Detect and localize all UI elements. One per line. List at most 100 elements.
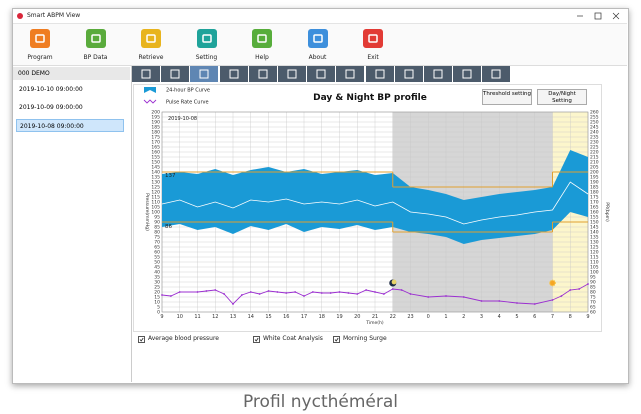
y2-tick-label: 170 [590, 200, 599, 206]
y-tick-label: 180 [151, 130, 160, 136]
y2-tick-label: 105 [590, 265, 599, 271]
toolbar-label[interactable]: Program [27, 54, 53, 61]
y-tick-label: 125 [151, 185, 160, 191]
tab[interactable] [394, 66, 423, 82]
pulse-point [223, 293, 226, 295]
legend-label: Pulse Rate Curve [166, 100, 209, 106]
y-tick-label: 25 [154, 285, 160, 291]
y-tick-label: 150 [151, 160, 160, 166]
bp-mean-line [161, 181, 589, 225]
y2-tick-label: 215 [590, 155, 599, 161]
y2-tick-label: 155 [590, 215, 599, 221]
checkbox-label[interactable]: Average blood pressure [148, 335, 219, 342]
checkbox[interactable] [253, 336, 260, 343]
date-label: 2019-10-08 [168, 116, 197, 122]
tab[interactable] [219, 66, 248, 82]
y2-tick-label: 65 [590, 305, 596, 311]
checkbox[interactable] [138, 336, 145, 343]
y2-tick-label: 240 [590, 130, 599, 136]
pulse-point [498, 300, 501, 302]
button[interactable]: Threshold setting [482, 89, 532, 105]
y-tick-label: 135 [151, 175, 160, 181]
toolbar-label[interactable]: Setting [195, 54, 218, 61]
toolbar-icon[interactable] [141, 29, 161, 48]
toolbar-icon[interactable] [85, 29, 106, 48]
x-tick-label: 21 [372, 314, 378, 320]
pulse-point [365, 289, 368, 291]
tab[interactable] [161, 66, 190, 82]
tab[interactable] [307, 66, 336, 82]
y-tick-label: 175 [151, 135, 160, 141]
tab[interactable] [190, 66, 219, 82]
y2-tick-label: 90 [590, 280, 596, 286]
tab[interactable] [453, 66, 482, 82]
toolbar-icon[interactable] [307, 29, 328, 48]
pulse-point [169, 295, 172, 297]
y2-tick-label: 180 [590, 190, 599, 196]
tab[interactable] [336, 66, 365, 82]
y2-tick-label: 200 [590, 170, 599, 176]
sidebar-item[interactable]: 2019-10-10 09:00:00 [19, 86, 83, 93]
y-tick-label: 120 [151, 190, 160, 196]
toolbar-label[interactable]: Exit [367, 54, 379, 61]
toolbar-label[interactable]: About [308, 54, 327, 61]
y2-tick-label: 205 [590, 165, 599, 171]
tab[interactable] [132, 66, 160, 82]
toolbar-icon[interactable] [252, 29, 272, 48]
toolbar-label[interactable]: Retrieve [138, 54, 164, 61]
pulse-point [356, 293, 359, 295]
y-tick-label: 110 [151, 200, 160, 206]
pulse-point [551, 299, 554, 301]
x-tick-label: 15 [265, 314, 271, 320]
x-tick-label: 16 [283, 314, 289, 320]
x-tick-label: 2 [462, 314, 465, 320]
sidebar-item[interactable]: 2019-10-08 09:00:00 [16, 119, 124, 132]
x-tick-label: 23 [407, 314, 413, 320]
y-tick-label: 115 [151, 195, 160, 201]
tab[interactable] [365, 66, 394, 82]
y2-tick-label: 230 [590, 140, 599, 146]
y-tick-label: 195 [151, 115, 160, 121]
y-tick-label: 15 [154, 295, 160, 301]
window-buttons[interactable] [575, 11, 625, 21]
x-tick-label: 18 [319, 314, 325, 320]
pulse-point [161, 294, 163, 296]
pulse-point [480, 300, 483, 302]
toolbar-icon[interactable] [30, 29, 50, 48]
y-tick-label: 30 [154, 280, 160, 286]
y2-tick-label: 75 [590, 295, 596, 301]
pulse-point [285, 292, 288, 294]
tab[interactable] [278, 66, 306, 82]
x-tick-label: 10 [177, 314, 183, 320]
checkbox-label[interactable]: White Coat Analysis [263, 335, 323, 342]
pulse-point [560, 295, 563, 297]
x-tick-label: 3 [480, 314, 483, 320]
y-tick-label: 35 [154, 275, 160, 281]
tab[interactable] [482, 66, 511, 82]
moon-cut [391, 279, 397, 285]
y2-tick-label: 160 [590, 210, 599, 216]
toolbar-icon[interactable] [363, 29, 383, 48]
checkbox-label[interactable]: Morning Surge [343, 335, 387, 342]
pulse-point [347, 292, 350, 294]
toolbar-icon[interactable] [196, 29, 217, 48]
y-tick-label: 170 [151, 140, 160, 146]
y-tick-label: 60 [154, 250, 160, 256]
bp-band [162, 150, 588, 244]
button[interactable]: Day/Night Setting [537, 89, 587, 105]
caption: Profil nycthéméral [242, 392, 399, 412]
pulse-point [427, 296, 430, 298]
toolbar-label[interactable]: BP Data [83, 54, 108, 61]
y-tick-label: 65 [154, 245, 160, 251]
sidebar-item[interactable]: 2019-10-09 09:00:00 [19, 104, 83, 111]
y-tick-label: 5 [157, 305, 160, 311]
tab[interactable] [424, 66, 452, 82]
y2-tick-label: 145 [590, 225, 599, 231]
window-controls[interactable] [575, 11, 625, 23]
toolbar-label[interactable]: Help [255, 54, 269, 61]
tab[interactable] [248, 66, 277, 82]
y2-tick-label: 190 [590, 180, 599, 186]
title-bar [13, 9, 627, 24]
x-tick-label: 13 [230, 314, 236, 320]
checkbox[interactable] [333, 336, 340, 343]
